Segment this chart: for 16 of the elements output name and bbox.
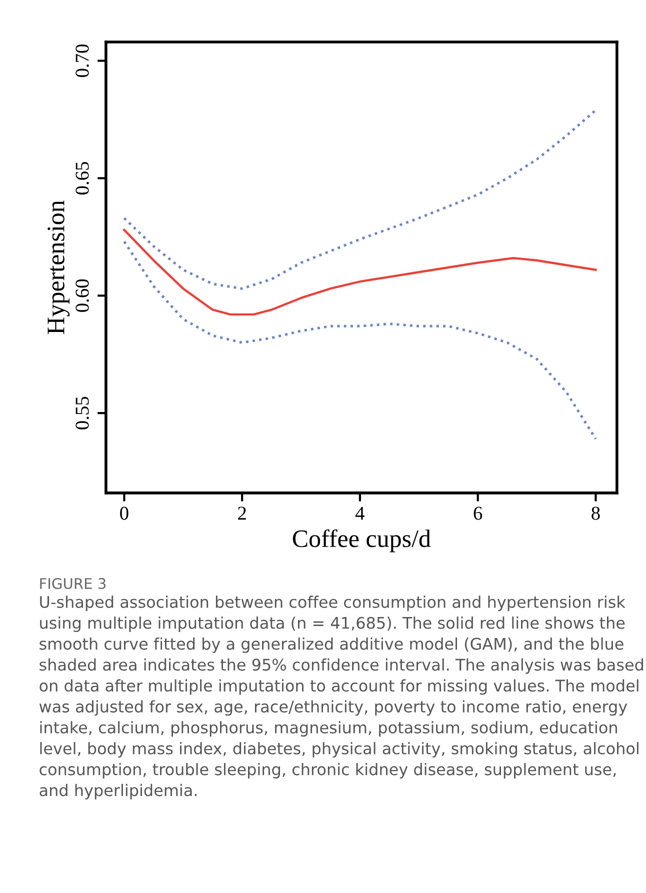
x-tick-label: 8 [592,506,600,520]
x-axis-title: Coffee cups/d [292,529,431,552]
x-tick-label: 6 [474,506,482,520]
y-tick-label: 0.55 [76,396,89,430]
y-axis-title: Hypertension [48,200,70,334]
line-series [122,240,597,440]
x-tick-label: 2 [238,506,246,520]
y-tick-label: 0.65 [76,162,89,194]
y-tick-label: 0.60 [76,279,89,312]
y-tick-label: 0.70 [76,44,89,78]
x-tick-label: 0 [120,506,128,520]
line-series [123,228,597,316]
line-series [122,108,597,290]
caption: FIGURE 3 [40,578,106,590]
x-tick-label: 4 [355,506,365,520]
text: U-shaped association between coffee consumption and hypertension risk using multiple imputation data (n = 41,685). The solid red line shows the smooth curve fitted by a generalized additive model (GAM), and the blue shaded area indicates the 95% confidence interval. The analysis was based on data after multiple imputation to account for missing values. The model was adjusted for sex, age, race/ethnicity, poverty to income ratio, energy intake, calcium, phosphorus, magnesium, potassium, sodium, education level, body mass index, diabetes, physical activity, smoking status, alcohol consumption, trouble sleeping, chronic kidney disease, supplement use, and hyperlipidemia. [39,596,644,800]
